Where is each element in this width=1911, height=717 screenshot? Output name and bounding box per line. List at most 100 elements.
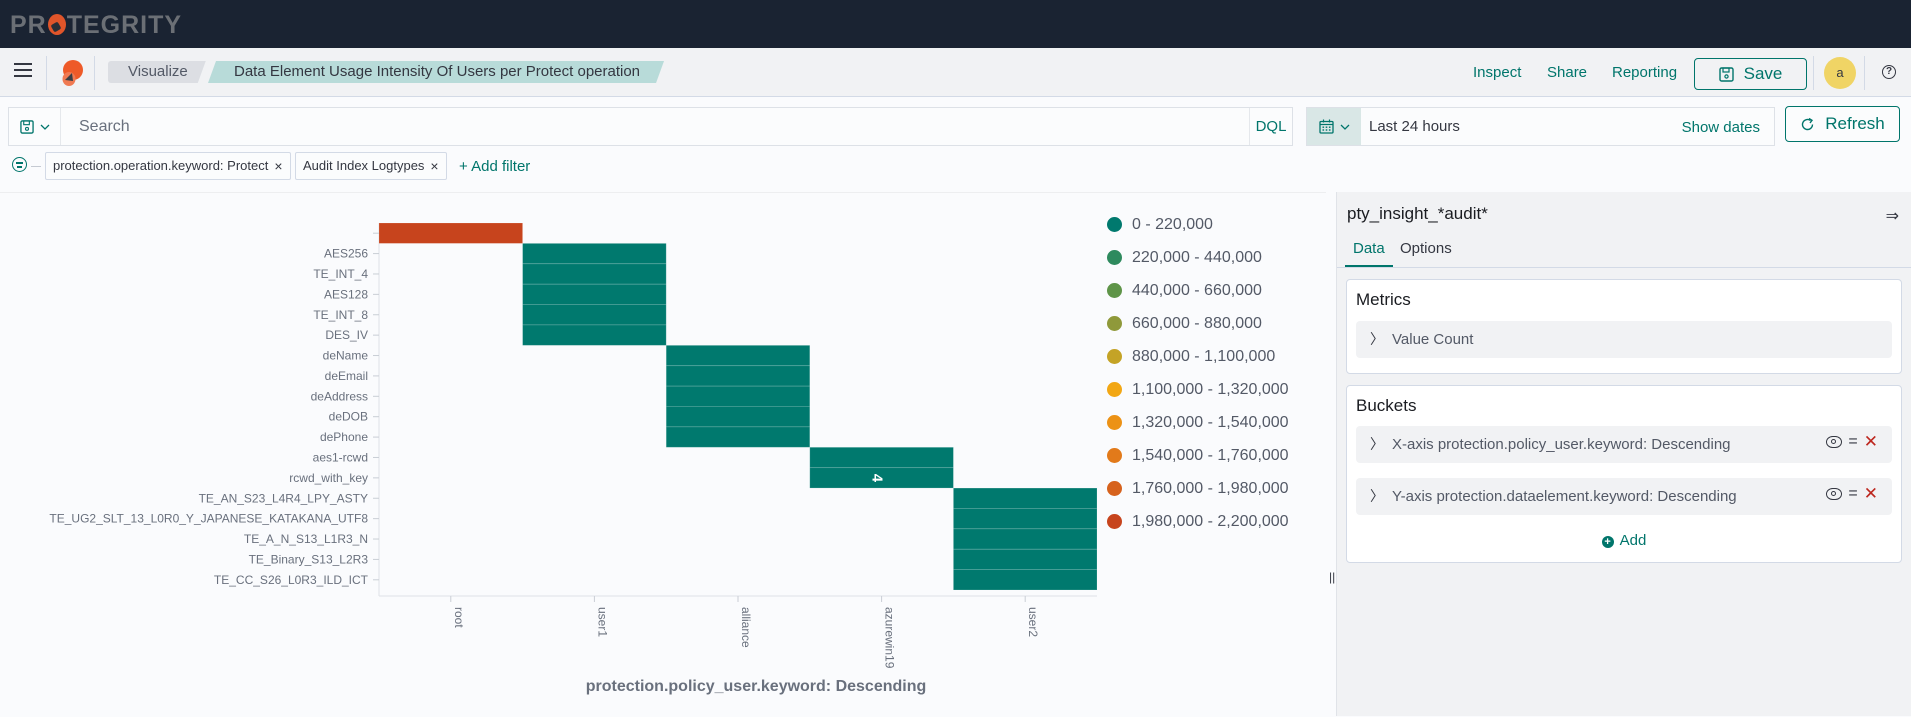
legend-label: 1,100,000 - 1,320,000 — [1132, 380, 1289, 398]
panel-resize-handle[interactable]: || — [1326, 192, 1336, 716]
bucket-label: Y-axis protection.dataelement.keyword: D… — [1392, 488, 1737, 505]
close-icon[interactable]: × — [430, 158, 439, 174]
eye-icon[interactable] — [1826, 488, 1843, 500]
save-button[interactable]: Save — [1694, 58, 1807, 90]
legend-item[interactable]: 1,760,000 - 1,980,000 — [1107, 472, 1289, 505]
legend-color-dot — [1107, 415, 1122, 430]
filter-bar: protection.operation.keyword: Protect × … — [0, 151, 1300, 181]
legend-item[interactable]: 1,540,000 - 1,760,000 — [1107, 439, 1289, 472]
y-tick-label: AES256 — [324, 247, 368, 261]
logo-text-prefix: PR — [10, 11, 47, 39]
legend-color-dot — [1107, 481, 1122, 496]
share-link[interactable]: Share — [1547, 64, 1588, 81]
add-filter-button[interactable]: + Add filter — [459, 158, 531, 175]
add-bucket-button[interactable]: + Add — [1347, 532, 1901, 549]
nav-bar: Visualize Data Element Usage Intensity O… — [0, 48, 1911, 97]
legend-item[interactable]: 1,320,000 - 1,540,000 — [1107, 406, 1289, 439]
date-picker: Last 24 hours Show dates — [1306, 107, 1775, 146]
legend-color-dot — [1107, 250, 1122, 265]
filter-pill[interactable]: protection.operation.keyword: Protect × — [45, 152, 291, 180]
heatmap-cell — [953, 487, 1098, 509]
legend-label: 660,000 - 880,000 — [1132, 314, 1262, 332]
user-avatar[interactable]: a — [1824, 57, 1856, 89]
visualization-canvas: AES256 TE_INT_4 AES128 TE_INT_8 DES_IV deName… — [0, 192, 1326, 716]
y-tick-label: TE_UG2_SLT_13_L0R0_Y_JAPANESE_KATAKANA_U… — [49, 512, 368, 526]
quick-date-menu-button[interactable] — [1307, 108, 1361, 145]
calendar-icon — [1318, 119, 1334, 134]
remove-icon[interactable]: ✕ — [1863, 484, 1878, 503]
x-tick-label: alliance — [739, 607, 753, 648]
protegrity-logo[interactable]: PR TEGRITY — [10, 11, 182, 40]
breadcrumb-visualize[interactable]: Visualize — [108, 61, 206, 83]
chevron-down-icon — [1340, 124, 1349, 130]
drag-handle-icon[interactable]: = — [1848, 485, 1858, 502]
query-language-button[interactable]: DQL — [1249, 108, 1292, 145]
filter-pill-label: Audit Index Logtypes — [303, 158, 425, 173]
close-icon[interactable]: × — [274, 158, 283, 174]
chevron-right-icon[interactable]: 〉 — [1370, 488, 1384, 504]
legend-item[interactable]: 660,000 - 880,000 — [1107, 307, 1289, 340]
saved-query-icon — [19, 119, 34, 134]
filter-options-icon[interactable] — [12, 157, 27, 172]
hamburger-menu-icon[interactable] — [14, 63, 32, 81]
index-pattern-title: pty_insight_*audit* — [1347, 204, 1488, 223]
legend-item[interactable]: 440,000 - 660,000 — [1107, 274, 1289, 307]
y-tick-label: DES_IV — [325, 328, 368, 342]
heatmap-cell — [665, 365, 811, 387]
help-icon[interactable]: ? — [1882, 65, 1896, 79]
legend-label: 440,000 - 660,000 — [1132, 281, 1262, 299]
inspect-link[interactable]: Inspect — [1473, 64, 1522, 81]
legend-item[interactable]: 1,100,000 - 1,320,000 — [1107, 373, 1289, 406]
editor-sidebar: pty_insight_*audit* ⇒ Data Options Metri… — [1336, 192, 1911, 716]
heatmap-cell — [809, 446, 954, 469]
refresh-button[interactable]: Refresh — [1785, 106, 1900, 142]
y-tick-label: TE_INT_4 — [313, 267, 368, 281]
metric-value-count[interactable]: 〉 Value Count — [1356, 321, 1892, 358]
chevron-right-icon[interactable]: 〉 — [1370, 331, 1384, 347]
legend-item[interactable]: 880,000 - 1,100,000 — [1107, 340, 1289, 373]
resize-grip-icon[interactable]: || — [1329, 570, 1336, 584]
app-logo-icon[interactable] — [60, 59, 84, 87]
chevron-right-icon[interactable]: 〉 — [1370, 436, 1384, 452]
tab-options[interactable]: Options — [1400, 240, 1452, 257]
legend-color-dot — [1107, 316, 1122, 331]
legend-label: 880,000 - 1,100,000 — [1132, 347, 1276, 365]
legend-color-dot — [1107, 283, 1122, 298]
y-tick-label: rcwd_with_key — [289, 471, 368, 485]
y-tick-label: deDOB — [329, 410, 368, 424]
show-dates-button[interactable]: Show dates — [1681, 119, 1760, 136]
y-tick-label: TE_CC_S26_L0R3_ILD_ICT — [214, 573, 369, 587]
refresh-label: Refresh — [1825, 114, 1885, 133]
drag-handle-icon[interactable]: = — [1848, 433, 1858, 450]
legend-label: 0 - 220,000 — [1132, 215, 1213, 233]
divider — [46, 56, 47, 90]
y-tick-label: TE_AN_S23_L4R4_LPY_ASTY — [199, 491, 368, 505]
eye-icon[interactable] — [1826, 436, 1843, 448]
y-tick-label: deAddress — [311, 389, 368, 403]
heatmap-cell — [522, 263, 667, 285]
legend-item[interactable]: 220,000 - 440,000 — [1107, 241, 1289, 274]
search-input[interactable] — [62, 108, 1257, 145]
collapse-sidebar-icon[interactable]: ⇒ — [1885, 208, 1899, 225]
heatmap-cell — [953, 528, 1098, 550]
metrics-panel: Metrics 〉 Value Count — [1346, 279, 1902, 374]
legend-item[interactable]: 0 - 220,000 — [1107, 208, 1289, 241]
legend-label: 1,320,000 - 1,540,000 — [1132, 413, 1289, 431]
bucket-x-axis[interactable]: 〉 X-axis protection.policy_user.keyword:… — [1356, 426, 1892, 463]
heatmap-cell — [665, 344, 811, 367]
legend-color-dot — [1107, 448, 1122, 463]
reporting-link[interactable]: Reporting — [1612, 64, 1678, 81]
saved-query-menu-button[interactable] — [9, 108, 61, 145]
heatmap-cell — [522, 324, 667, 346]
filter-connector — [31, 166, 41, 167]
filter-pill[interactable]: Audit Index Logtypes × — [295, 152, 447, 180]
legend-label: 1,540,000 - 1,760,000 — [1132, 446, 1289, 464]
y-tick-label: deName — [323, 349, 369, 363]
legend-label: 1,760,000 - 1,980,000 — [1132, 479, 1289, 497]
y-tick-label: AES128 — [324, 287, 368, 301]
time-range-display[interactable]: Last 24 hours — [1369, 118, 1460, 135]
bucket-y-axis[interactable]: 〉 Y-axis protection.dataelement.keyword:… — [1356, 478, 1892, 515]
tab-data[interactable]: Data — [1345, 240, 1393, 267]
remove-icon[interactable]: ✕ — [1863, 432, 1878, 451]
legend-item[interactable]: 1,980,000 - 2,200,000 — [1107, 505, 1289, 538]
